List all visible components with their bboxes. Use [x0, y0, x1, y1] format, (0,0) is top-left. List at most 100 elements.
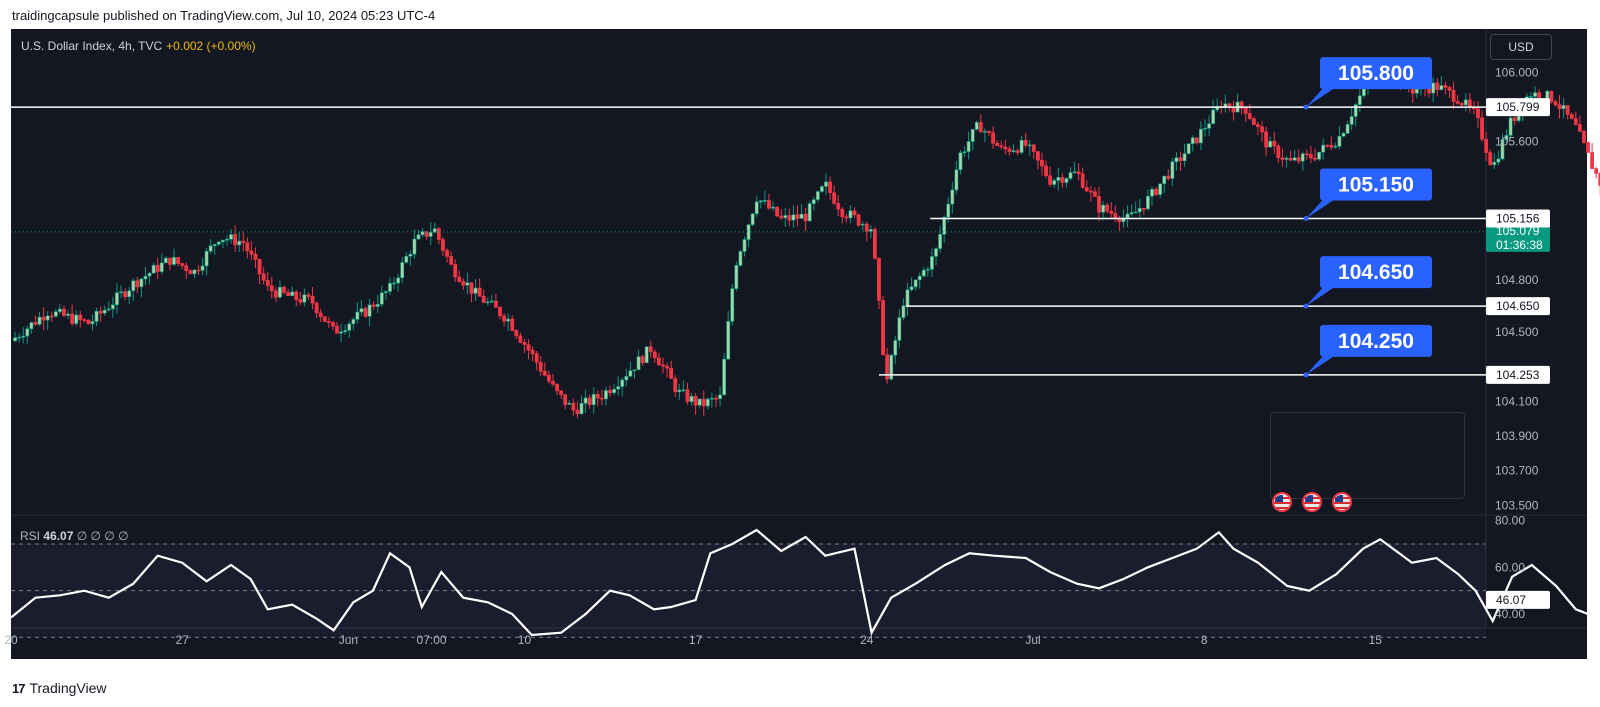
candle-body — [469, 282, 474, 294]
economic-events[interactable] — [1272, 492, 1352, 512]
candle-body — [1125, 213, 1130, 219]
candle-body — [290, 291, 295, 297]
candle-body — [123, 291, 128, 298]
candle-body — [840, 208, 845, 218]
candle-body — [70, 313, 75, 324]
candle-body — [506, 318, 511, 322]
candle-body — [962, 151, 967, 153]
candle-body — [17, 337, 22, 339]
candle-body — [172, 257, 176, 265]
candle-body — [359, 308, 364, 313]
callout-pointer — [1306, 87, 1336, 108]
candle-body — [921, 269, 926, 277]
candle-body — [1097, 196, 1101, 213]
candle-body — [1060, 177, 1065, 183]
candle-body — [481, 295, 486, 303]
footer-brand: TradingView — [29, 680, 107, 696]
candle-body — [1553, 101, 1558, 106]
candle-body — [1325, 144, 1330, 147]
candle-body — [416, 234, 421, 240]
candle-body — [995, 142, 1000, 146]
callout-pointer — [1306, 286, 1336, 307]
us-flag-icon[interactable] — [1272, 492, 1292, 512]
time-tick-label: 27 — [175, 633, 189, 647]
candle-body — [1040, 159, 1044, 167]
candle-body — [404, 256, 409, 263]
currency-button[interactable]: USD — [1490, 34, 1552, 60]
candle-body — [624, 376, 629, 381]
candle-body — [1313, 157, 1317, 160]
candle-body — [938, 234, 943, 249]
candle-body — [127, 290, 132, 298]
candle-body — [1508, 117, 1513, 136]
candle-body — [1451, 90, 1456, 102]
candle-body — [49, 315, 54, 318]
level-callout — [1320, 57, 1432, 90]
candle-body — [1247, 113, 1252, 119]
candle-body — [180, 263, 185, 266]
horizontal-levels: 105.07901:36:38105.800105.799105.150105.… — [11, 57, 1550, 384]
candle-body — [163, 257, 168, 264]
candle-body — [811, 199, 816, 205]
candle-body — [1504, 135, 1509, 140]
candle-body — [571, 402, 576, 411]
candle-body — [278, 286, 282, 298]
candle-body — [604, 390, 608, 400]
candle-body — [665, 365, 669, 369]
candle-body — [347, 323, 352, 331]
candle-body — [542, 371, 547, 376]
candle-body — [1162, 175, 1167, 185]
candle-body — [958, 152, 963, 171]
candle-body — [1027, 144, 1032, 147]
candle-body — [502, 315, 506, 322]
candle-body — [237, 240, 242, 246]
candle-body — [245, 242, 250, 252]
candle-body — [184, 265, 189, 272]
price-tick-label: 104.100 — [1495, 394, 1539, 408]
candle-body — [978, 122, 983, 133]
rsi-legend[interactable]: RSI 46.07 ∅ ∅ ∅ ∅ — [20, 529, 129, 543]
candle-body — [701, 398, 706, 407]
candle-body — [762, 200, 767, 202]
candle-body — [379, 292, 384, 305]
candle-body — [1300, 153, 1305, 162]
candle-body — [909, 286, 914, 291]
candle-body — [954, 169, 959, 191]
candle-body — [1345, 124, 1350, 134]
candle-body — [714, 398, 718, 400]
candle-body — [273, 290, 278, 298]
level-callout-label: 105.150 — [1338, 173, 1414, 196]
candle-body — [1211, 109, 1216, 125]
candle-body — [41, 316, 46, 321]
candle-body — [1321, 144, 1326, 153]
rsi-tick-label: 40.00 — [1495, 607, 1525, 621]
footer[interactable]: 17 TradingView — [12, 680, 107, 696]
us-flag-icon[interactable] — [1302, 492, 1322, 512]
candle-body — [1357, 95, 1362, 105]
candle-body — [322, 316, 327, 322]
candle-body — [824, 181, 828, 187]
candle-body — [546, 374, 551, 382]
candle-body — [852, 210, 857, 216]
time-tick-label: 07:00 — [417, 633, 447, 647]
candle-body — [583, 397, 588, 404]
candle-body — [383, 291, 388, 294]
time-tick-label: Jul — [1025, 633, 1040, 647]
candle-body — [1264, 131, 1269, 148]
candle-body — [78, 314, 83, 320]
candle-body — [1243, 107, 1248, 114]
candle-body — [575, 409, 580, 415]
price-grid — [11, 29, 1587, 629]
candle-body — [709, 398, 714, 400]
candle-body — [1174, 157, 1179, 163]
candle-body — [1317, 151, 1321, 160]
symbol-legend[interactable]: U.S. Dollar Index, 4h, TVC +0.002 (+0.00%… — [21, 39, 256, 53]
candle-body — [608, 390, 612, 394]
candle-body — [783, 215, 788, 219]
candle-body — [1455, 101, 1460, 104]
us-flag-icon[interactable] — [1332, 492, 1352, 512]
candle-body — [363, 308, 368, 317]
candle-body — [1414, 88, 1419, 94]
